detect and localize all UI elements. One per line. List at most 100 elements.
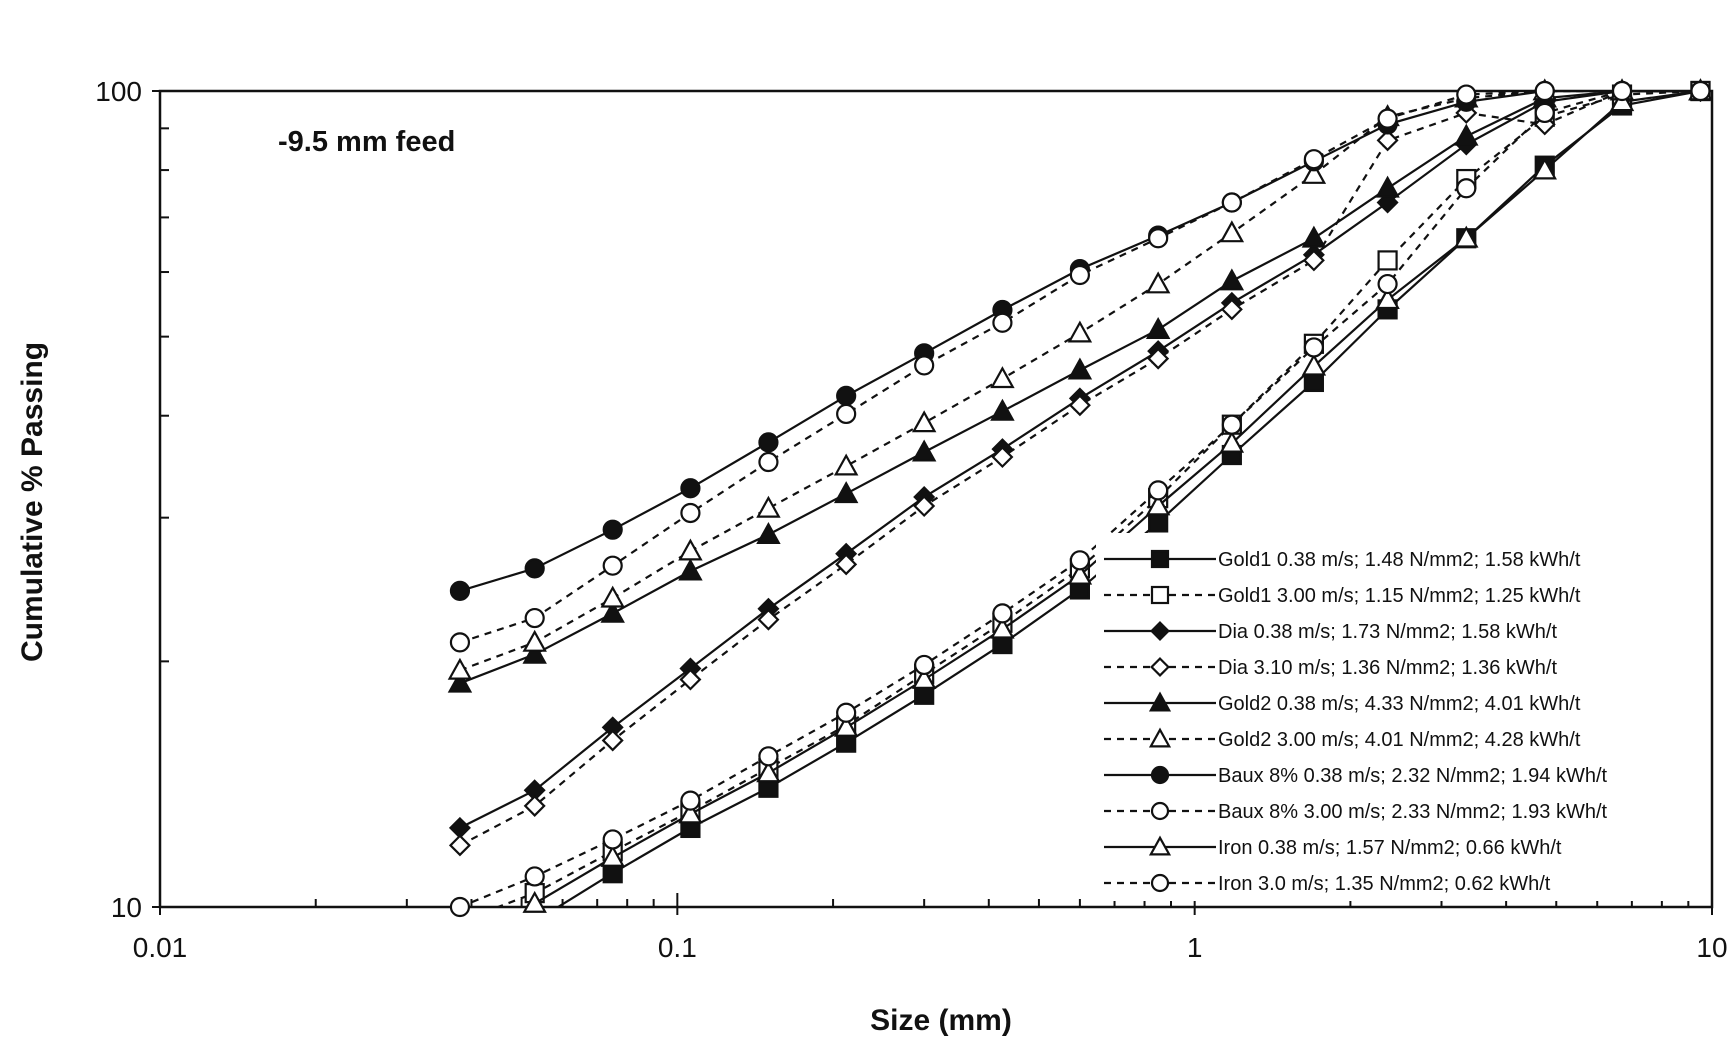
feed-size-annotation: -9.5 mm feed [278, 126, 455, 158]
circle-marker [1148, 480, 1169, 501]
circle-marker [680, 502, 701, 524]
series-10 [449, 80, 1711, 918]
legend-entry: Iron 3.0 m/s; 1.35 N/mm2; 0.62 kWh/t [1104, 873, 1551, 895]
diamond-marker [1302, 249, 1325, 272]
diamond-marker [1455, 101, 1478, 124]
diamond-marker [448, 834, 471, 857]
legend-label: Gold1 0.38 m/s; 1.48 N/mm2; 1.58 kWh/t [1218, 549, 1581, 571]
diamond-marker [1150, 621, 1170, 641]
triangle-marker [1148, 835, 1172, 856]
legend-label: Baux 8% 0.38 m/s; 2.32 N/mm2; 1.94 kWh/t [1218, 765, 1607, 787]
diamond-marker [679, 668, 702, 691]
circle-marker [680, 478, 701, 499]
circle-marker [1534, 102, 1555, 124]
circle-marker [1150, 873, 1170, 893]
circle-marker [1690, 80, 1711, 102]
circle-marker [836, 403, 857, 425]
circle-marker [1377, 273, 1398, 295]
triangle-marker [678, 538, 703, 561]
square-marker [1150, 585, 1170, 605]
y-tick-label: 10 [111, 892, 142, 923]
legend-label: Iron 3.0 m/s; 1.35 N/mm2; 0.62 kWh/t [1218, 873, 1551, 895]
triangle-marker [1454, 123, 1479, 146]
diamond-marker [757, 608, 780, 631]
circle-marker [449, 632, 471, 653]
triangle-marker [600, 844, 625, 867]
square-marker [1303, 371, 1324, 393]
triangle-marker [1219, 220, 1245, 243]
circle-marker [1611, 80, 1633, 102]
legend-label: Gold2 0.38 m/s; 4.33 N/mm2; 4.01 kWh/t [1218, 693, 1581, 715]
series-5 [447, 78, 1713, 693]
circle-marker [992, 603, 1013, 624]
legend-entry: Gold1 3.00 m/s; 1.15 N/mm2; 1.25 kWh/t [1104, 585, 1581, 607]
y-axis-title: Cumulative % Passing [16, 342, 49, 662]
diamond-marker [1220, 298, 1243, 321]
legend-entry: Gold2 3.00 m/s; 4.01 N/mm2; 4.28 kWh/t [1104, 727, 1581, 751]
y-tick-label: 100 [95, 76, 142, 107]
x-tick-label: 1 [1187, 932, 1203, 963]
diamond-marker [1068, 394, 1091, 417]
series-8 [449, 80, 1711, 653]
triangle-marker [1067, 320, 1093, 343]
triangle-marker [1301, 161, 1327, 184]
diamond-marker [991, 446, 1014, 469]
triangle-marker [911, 410, 937, 433]
circle-marker [992, 312, 1013, 333]
circle-marker [836, 385, 857, 407]
triangle-marker [1375, 175, 1400, 198]
triangle-marker [990, 366, 1015, 389]
series-layer [447, 78, 1713, 918]
legend-entry: Dia 3.10 m/s; 1.36 N/mm2; 1.36 kWh/t [1104, 657, 1557, 679]
series-line [459, 91, 1701, 907]
triangle-marker [1219, 430, 1245, 453]
circle-marker [1534, 80, 1555, 102]
circle-marker [1069, 264, 1090, 286]
plot-frame [158, 89, 1714, 909]
x-tick-label: 0.1 [658, 932, 697, 963]
square-marker [1150, 549, 1170, 569]
diamond-marker [1376, 191, 1399, 214]
square-marker [1148, 512, 1169, 533]
circle-marker [524, 558, 545, 579]
legend-entry: Gold2 0.38 m/s; 4.33 N/mm2; 4.01 kWh/t [1104, 691, 1581, 715]
circle-marker [914, 654, 935, 676]
triangle-marker [447, 670, 473, 693]
triangle-marker [756, 495, 781, 518]
circle-marker [1221, 192, 1242, 213]
triangle-marker [678, 801, 703, 824]
circle-marker [836, 702, 857, 723]
legend-entry: Iron 0.38 m/s; 1.57 N/mm2; 0.66 kWh/t [1104, 835, 1562, 859]
triangle-marker [1148, 691, 1172, 712]
square-marker [602, 863, 623, 884]
circle-marker [449, 580, 471, 601]
circle-marker [524, 607, 545, 629]
diamond-marker [523, 794, 546, 817]
circle-marker [758, 746, 779, 767]
circle-marker [1303, 337, 1324, 358]
triangle-marker [911, 439, 937, 462]
circle-marker [1377, 108, 1398, 129]
triangle-marker [911, 666, 937, 689]
circle-marker [449, 896, 471, 918]
triangle-marker [833, 481, 859, 504]
legend-label: Gold2 3.00 m/s; 4.01 N/mm2; 4.28 kWh/t [1218, 729, 1581, 751]
triangle-marker [990, 616, 1015, 639]
diamond-marker [1150, 657, 1170, 677]
triangle-marker [522, 629, 547, 652]
circle-marker [1303, 149, 1324, 170]
series-line [459, 91, 1701, 847]
triangle-marker [600, 585, 625, 608]
circle-marker [1148, 228, 1169, 249]
triangle-marker [1301, 353, 1327, 376]
circle-marker [1150, 765, 1170, 785]
circle-marker [758, 451, 779, 473]
circle-marker [1150, 801, 1170, 821]
triangle-marker [1532, 157, 1557, 180]
x-tick-label: 10 [1696, 932, 1727, 963]
circle-marker [1456, 178, 1477, 199]
diamond-marker [913, 495, 936, 518]
triangle-marker [447, 657, 473, 680]
diamond-marker [1147, 347, 1170, 370]
